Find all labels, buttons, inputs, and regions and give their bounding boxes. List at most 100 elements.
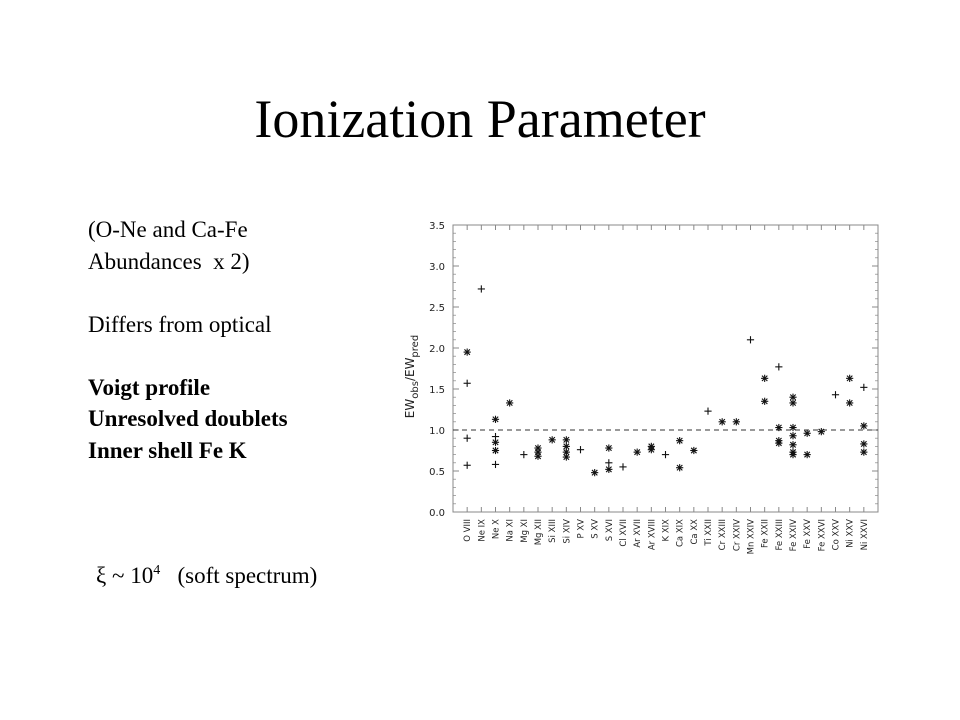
bullet-text-block: (O-Ne and Ca-Fe Abundances x 2) Differs … xyxy=(88,214,288,466)
text-line xyxy=(88,277,288,309)
data-point-star xyxy=(817,428,825,436)
x-category-label: Si XIII xyxy=(548,519,558,543)
data-point-star xyxy=(860,422,868,430)
x-category-label: Ar XVII xyxy=(633,519,643,548)
x-category-label: S XVI xyxy=(605,519,615,541)
data-point-star xyxy=(732,418,740,426)
data-point-star xyxy=(761,374,769,382)
data-point-star xyxy=(676,437,684,445)
x-category-label: Na XI xyxy=(506,519,516,542)
y-tick-label: 3.0 xyxy=(429,262,445,273)
x-category-label: Ti XXII xyxy=(704,519,714,547)
data-point-star xyxy=(491,446,500,455)
data-point-plus xyxy=(746,336,755,344)
data-point-plus xyxy=(491,460,500,469)
data-point-star xyxy=(562,453,570,461)
x-category-label: S XV xyxy=(591,519,601,539)
data-point-plus xyxy=(576,446,585,454)
y-tick-label: 0.0 xyxy=(429,508,445,519)
x-category-label: O VIII xyxy=(463,519,473,542)
data-point-star xyxy=(803,429,811,437)
data-point-star xyxy=(860,440,868,448)
y-tick-label: 1.0 xyxy=(429,426,445,437)
x-category-label: Cl XVII xyxy=(619,519,629,547)
data-point-star xyxy=(506,399,514,407)
data-point-star xyxy=(846,374,854,382)
xi-note: (soft spectrum) xyxy=(160,563,318,588)
data-point-star xyxy=(761,397,769,405)
x-category-label: Fe XXII xyxy=(761,519,771,548)
text-line-bold: Voigt profile xyxy=(88,374,211,400)
data-point-star xyxy=(491,438,500,446)
x-category-label: Ar XVIII xyxy=(647,519,657,550)
data-point-star xyxy=(789,441,797,449)
data-point-star xyxy=(775,423,783,432)
data-point-star xyxy=(491,415,500,423)
x-category-label: Si XIV xyxy=(562,519,572,544)
x-category-label: Ni XXV xyxy=(846,519,856,548)
data-point-plus xyxy=(860,383,868,391)
text-line: (O-Ne and Ca-Fe xyxy=(88,217,248,242)
xi-exponent: 4 xyxy=(153,563,161,578)
x-category-label: Fe XXVI xyxy=(817,519,827,551)
data-point-star xyxy=(562,436,570,444)
data-point-star xyxy=(676,464,684,472)
slide-title: Ionization Parameter xyxy=(254,89,706,149)
data-point-star xyxy=(647,446,655,454)
x-category-label: Ne IX xyxy=(477,519,487,542)
data-point-plus xyxy=(605,459,613,467)
data-point-plus xyxy=(463,379,471,387)
data-point-plus xyxy=(831,391,840,399)
xi-approx: ~ 10 xyxy=(106,563,154,588)
x-category-label: Ni XXVI xyxy=(860,519,870,550)
ionization-parameter-note: ξ ~ 104 (soft spectrum) xyxy=(96,563,317,589)
data-point-star xyxy=(605,444,613,452)
y-tick-label: 0.5 xyxy=(429,467,445,478)
y-tick-label: 2.5 xyxy=(429,303,445,314)
y-axis-label: EWobs/EWpred xyxy=(403,335,421,418)
data-point-star xyxy=(860,448,868,456)
x-category-label: Ca XX xyxy=(690,519,700,545)
text-line-bold: Inner shell Fe K xyxy=(88,437,247,463)
x-category-label: Cr XXIII xyxy=(718,519,728,550)
data-point-star xyxy=(803,451,811,459)
text-line xyxy=(88,340,288,372)
x-category-label: Fe XXIII xyxy=(775,519,785,551)
x-category-label: Mg XI xyxy=(520,519,530,543)
x-category-label: K XIX xyxy=(662,519,672,542)
data-point-star xyxy=(775,439,783,447)
x-category-label: Mg XII xyxy=(534,519,544,545)
data-point-star xyxy=(846,399,854,407)
data-point-star xyxy=(789,423,797,432)
x-category-label: Ne X xyxy=(492,519,502,539)
data-point-star xyxy=(591,469,599,477)
y-tick-label: 1.5 xyxy=(429,385,445,396)
data-point-star xyxy=(718,418,726,426)
x-category-label: Co XXV xyxy=(832,519,842,550)
x-category-label: P XV xyxy=(577,519,587,539)
x-category-label: Cr XXIV xyxy=(732,519,742,551)
x-category-label: Ca XIX xyxy=(676,519,686,547)
data-point-star xyxy=(789,451,797,459)
data-point-plus xyxy=(520,451,528,459)
data-point-star xyxy=(605,465,613,473)
data-point-star xyxy=(463,348,471,356)
abundance-scatter-chart: 0.0 0.5 1.0 1.5 2.0 2.5 3.0 3.5 O VIII Ne IX Ne X N… xyxy=(403,221,879,555)
x-category-label: Mn XXIV xyxy=(747,519,757,555)
x-category-label: Fe XXV xyxy=(803,519,813,549)
text-line: Differs from optical xyxy=(88,311,272,337)
data-point-plus xyxy=(775,363,783,371)
data-point-star xyxy=(789,432,797,440)
text-line-bold: Unresolved doublets xyxy=(88,406,288,431)
xi-symbol: ξ xyxy=(96,563,107,588)
x-category-label: Fe XXIV xyxy=(789,519,799,552)
data-point-plus xyxy=(477,285,485,293)
y-tick-label: 3.5 xyxy=(429,221,445,232)
data-point-star xyxy=(548,436,556,444)
data-point-star xyxy=(633,448,641,456)
data-point-star xyxy=(789,399,797,407)
data-point-plus xyxy=(661,451,670,459)
data-point-plus xyxy=(704,407,712,415)
data-point-star xyxy=(534,452,542,460)
data-point-plus xyxy=(619,463,627,471)
